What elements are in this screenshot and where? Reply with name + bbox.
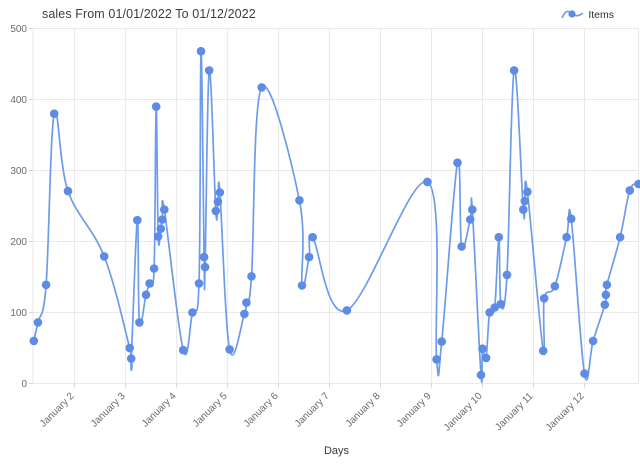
data-point[interactable] [145, 279, 154, 288]
data-point[interactable] [478, 344, 487, 354]
data-point[interactable] [457, 242, 466, 251]
data-point[interactable] [634, 179, 640, 189]
data-point[interactable] [213, 197, 223, 206]
x-tick-label: January 12 [544, 391, 587, 434]
legend-label: Items [588, 8, 614, 21]
data-point[interactable] [297, 281, 307, 290]
x-axis-title: Days [323, 445, 350, 457]
x-tick-label: January 10 [442, 391, 485, 434]
data-point[interactable] [225, 345, 234, 354]
data-point[interactable] [481, 353, 491, 363]
data-point[interactable] [135, 318, 144, 327]
data-point[interactable] [160, 205, 169, 214]
y-tick-label: 0 [21, 379, 27, 390]
x-tick-label: January 7 [293, 391, 332, 430]
data-point[interactable] [295, 196, 304, 205]
data-point[interactable] [29, 336, 39, 346]
data-point[interactable] [194, 279, 204, 288]
data-point[interactable] [240, 309, 249, 319]
data-point[interactable] [199, 252, 209, 262]
data-point[interactable] [204, 66, 214, 75]
y-tick-label: 500 [10, 24, 27, 35]
y-tick-label: 200 [10, 237, 27, 248]
y-tick-label: 300 [10, 166, 27, 177]
data-point[interactable] [580, 369, 589, 378]
data-point[interactable] [141, 290, 151, 300]
x-tick-label: January 8 [344, 391, 383, 430]
data-point[interactable] [453, 158, 462, 167]
data-point[interactable] [538, 346, 548, 356]
data-point[interactable] [602, 280, 612, 290]
data-point[interactable] [200, 262, 210, 272]
data-point[interactable] [196, 46, 206, 56]
data-point[interactable] [465, 215, 475, 224]
data-point[interactable] [600, 300, 610, 310]
data-point[interactable] [63, 186, 73, 196]
line-series-icon [561, 10, 584, 19]
data-point[interactable] [188, 308, 197, 317]
data-point[interactable] [566, 214, 576, 224]
chart-title: sales From 01/01/2022 To 01/12/2022 [42, 7, 256, 21]
data-point[interactable] [304, 252, 314, 262]
data-point[interactable] [601, 290, 611, 300]
x-tick-label: January 4 [140, 391, 179, 430]
data-point[interactable] [215, 188, 225, 197]
data-point[interactable] [247, 272, 256, 281]
data-point[interactable] [133, 215, 142, 225]
data-point[interactable] [33, 318, 43, 327]
y-tick-label: 100 [10, 308, 27, 319]
data-point[interactable] [342, 306, 352, 315]
data-point[interactable] [496, 299, 506, 309]
data-point[interactable] [49, 109, 59, 118]
data-point[interactable] [242, 298, 251, 307]
data-point[interactable] [99, 252, 109, 261]
data-point[interactable] [432, 355, 441, 364]
data-point[interactable] [519, 205, 528, 214]
x-tick-label: January 2 [38, 391, 77, 430]
series-line-items [32, 50, 639, 383]
data-point[interactable] [523, 187, 532, 197]
x-tick-label: January 3 [89, 391, 128, 430]
data-point[interactable] [126, 354, 136, 363]
data-point[interactable] [151, 102, 161, 111]
data-point[interactable] [178, 345, 188, 355]
data-point[interactable] [625, 186, 635, 195]
data-point[interactable] [502, 270, 512, 280]
data-point[interactable] [588, 336, 598, 346]
x-tick-label: January 11 [493, 391, 536, 434]
data-point[interactable] [562, 232, 571, 242]
data-point[interactable] [308, 232, 318, 242]
data-point[interactable] [257, 83, 267, 92]
data-point[interactable] [158, 215, 167, 224]
x-tick-label: January 9 [395, 391, 434, 430]
data-point[interactable] [539, 294, 549, 303]
data-point[interactable] [494, 232, 504, 242]
data-point[interactable] [423, 177, 432, 187]
data-point[interactable] [149, 264, 159, 273]
y-tick-label: 400 [10, 95, 27, 106]
data-point[interactable] [437, 337, 447, 346]
data-point[interactable] [468, 205, 477, 214]
data-point[interactable] [550, 281, 560, 291]
data-point[interactable] [615, 232, 625, 242]
data-point[interactable] [476, 370, 486, 380]
data-point[interactable] [520, 196, 530, 206]
data-point[interactable] [41, 280, 51, 290]
data-point[interactable] [211, 206, 221, 216]
x-tick-label: January 5 [191, 391, 230, 430]
legend-item-items[interactable]: Items [561, 7, 614, 22]
data-point[interactable] [509, 66, 519, 75]
data-point[interactable] [125, 343, 134, 353]
data-point[interactable] [156, 224, 166, 233]
x-tick-label: January 6 [242, 391, 281, 430]
data-point[interactable] [153, 232, 163, 241]
